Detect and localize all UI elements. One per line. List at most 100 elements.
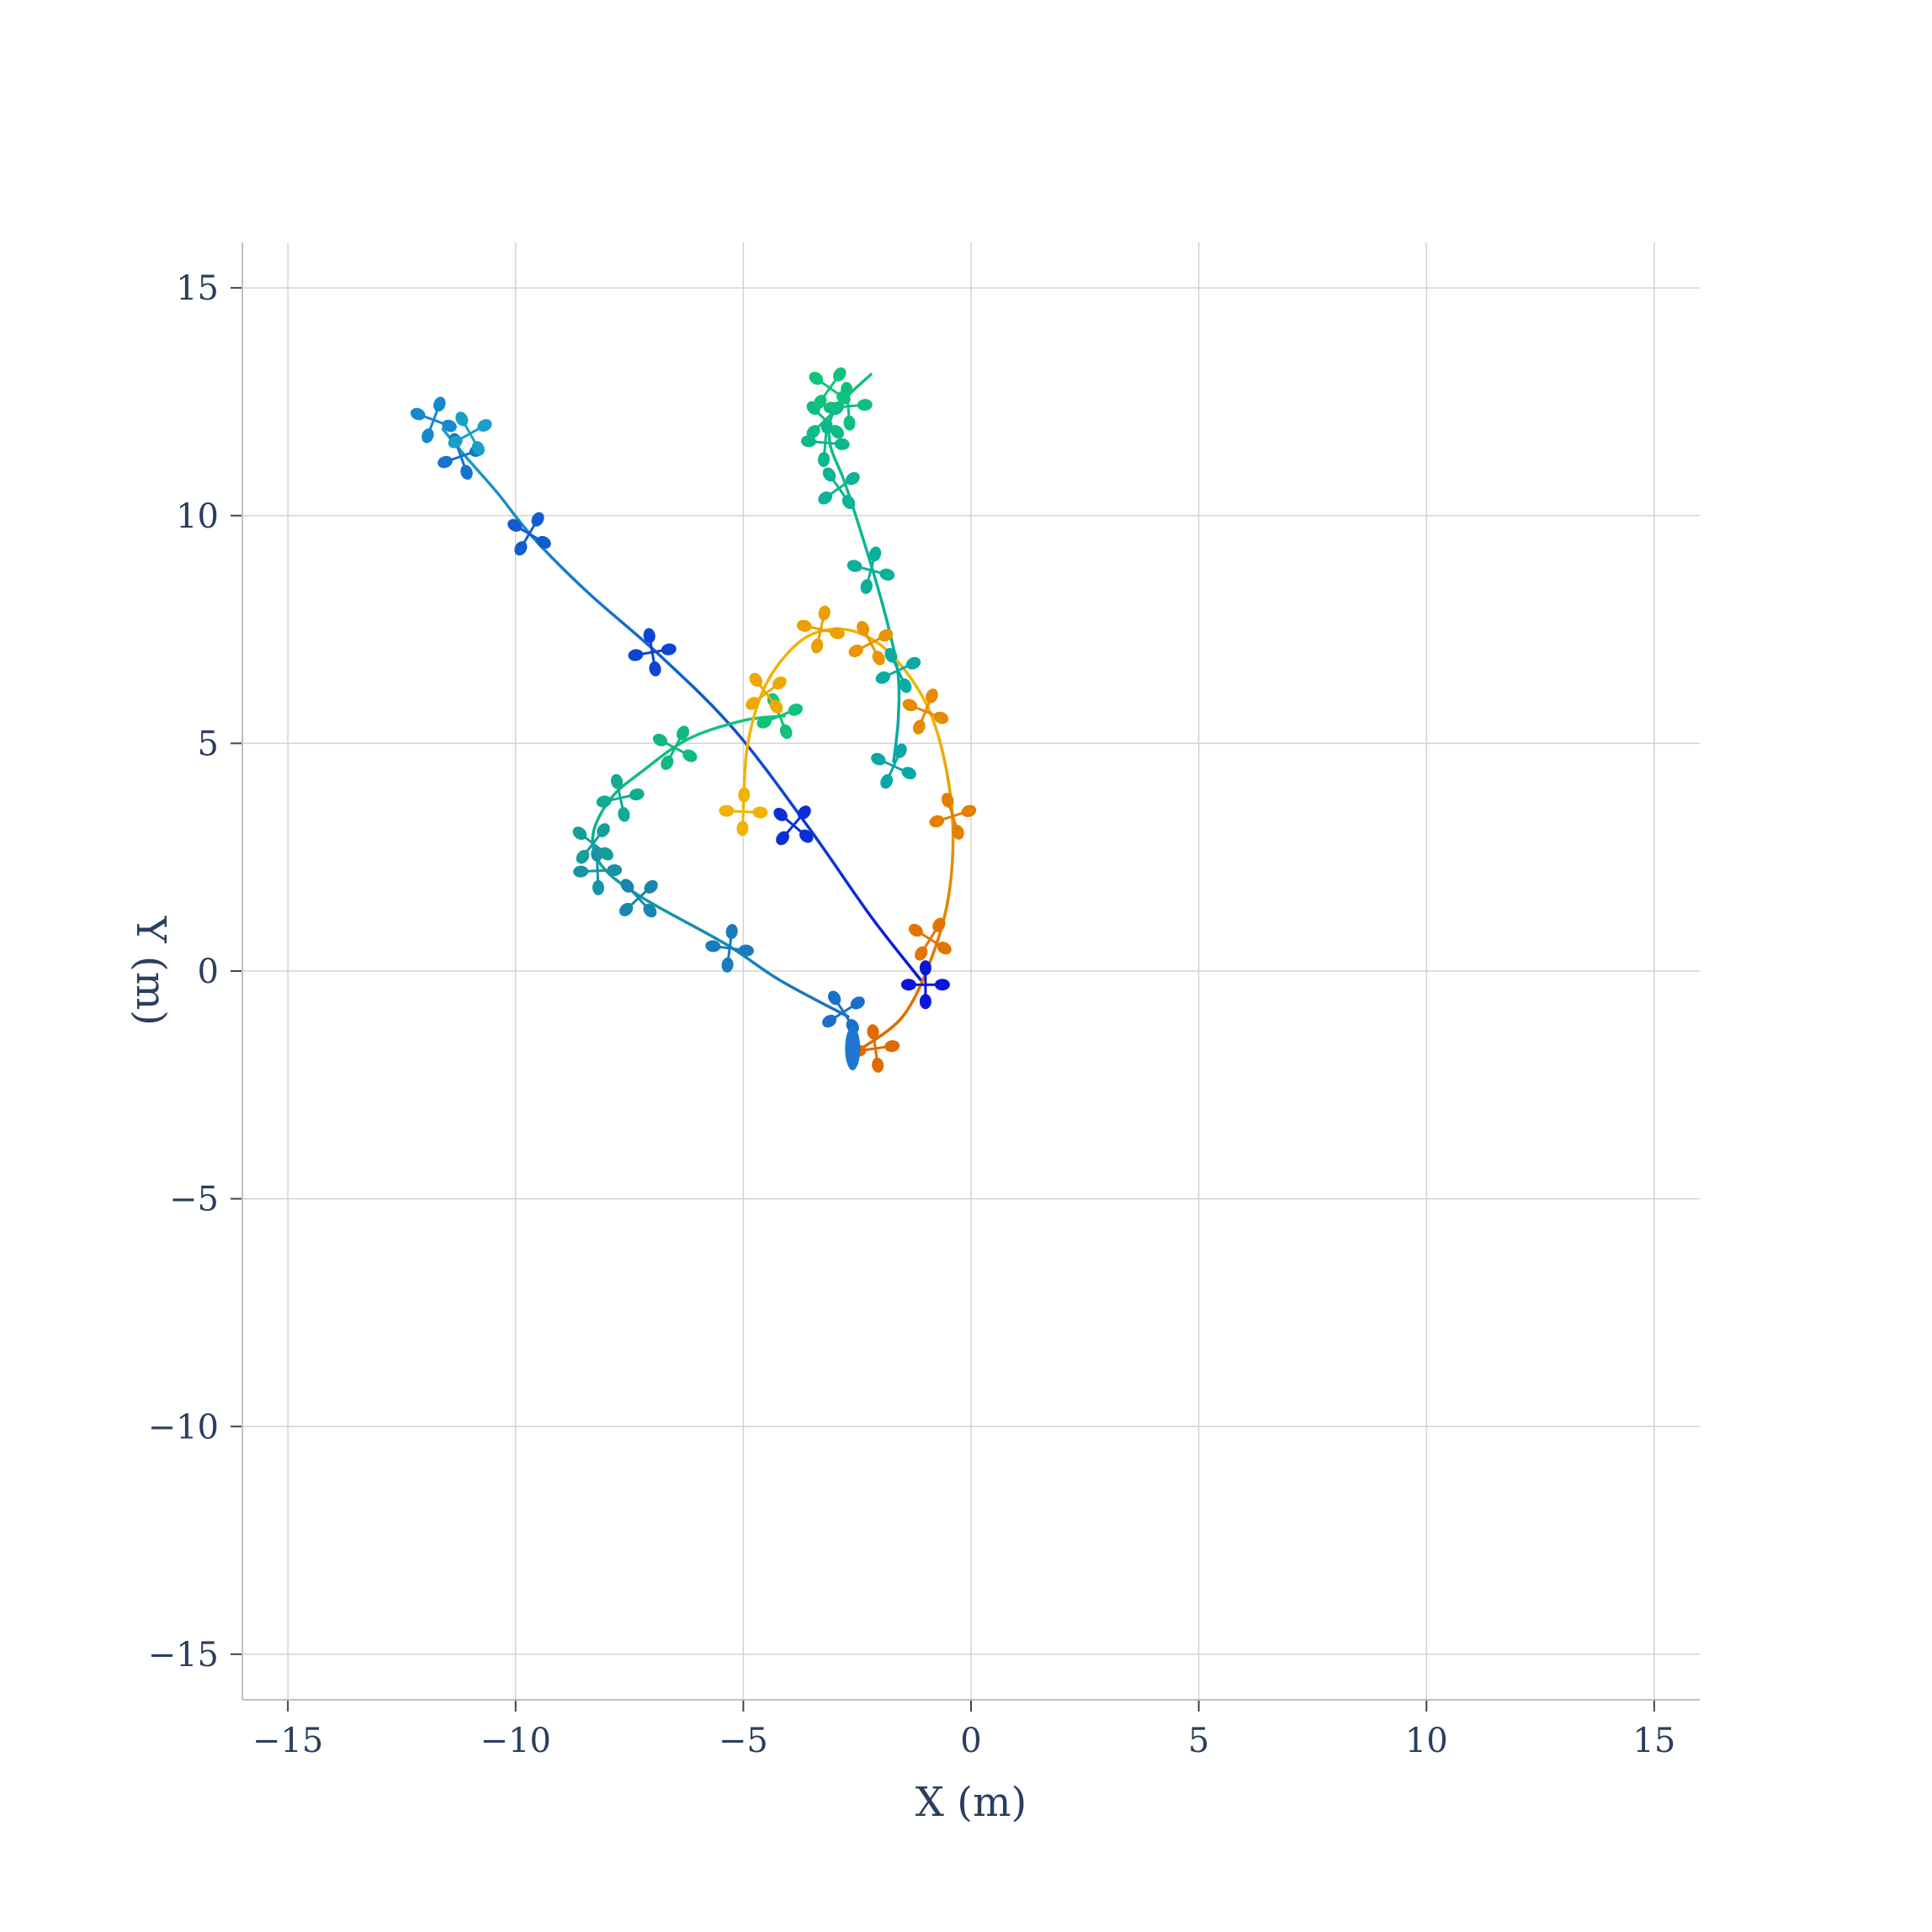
drone-rotor (460, 464, 473, 480)
drone-marker (596, 773, 645, 822)
x-tick-label: −15 (252, 1722, 323, 1760)
drone-marker (847, 546, 895, 594)
drone-rotor (644, 879, 658, 894)
drone-marker (796, 605, 845, 654)
drone-rotor (912, 719, 926, 735)
drone-marker (800, 418, 850, 468)
trajectory-line (441, 427, 923, 982)
drone-rotor (857, 620, 870, 636)
drone-marker (652, 725, 698, 771)
drone-rotor (576, 849, 590, 864)
drone-rotor (643, 628, 656, 644)
drone-rotor (941, 793, 954, 808)
drone-rotor (725, 924, 738, 940)
drone-rotor (937, 942, 952, 955)
drone-rotor (919, 960, 932, 976)
drone-rotor (438, 455, 453, 469)
drone-rotor (455, 411, 469, 427)
drone-rotor (871, 752, 886, 766)
drone-rotor (818, 605, 831, 621)
drone-rotor (618, 902, 634, 916)
drone-rotor (961, 804, 977, 818)
drone-rotor (797, 805, 811, 820)
drone-rotor (828, 990, 841, 1006)
drone-rotor (932, 917, 946, 932)
drone-rotor (799, 829, 814, 843)
drone-rotor (682, 749, 698, 762)
drone-rotor (769, 699, 783, 714)
drone-rotor (850, 996, 865, 1010)
drone-marker (719, 787, 768, 836)
drone-marker (507, 512, 551, 556)
drone-rotor (952, 825, 964, 840)
drone-rotor (749, 672, 763, 687)
drone-rotor (721, 957, 734, 973)
drone-rotor (868, 546, 882, 562)
drone-marker (773, 805, 814, 846)
drone-rotor (572, 826, 587, 841)
drone-rotor (810, 638, 824, 654)
trajectory-line (741, 627, 955, 1050)
x-tick-label: 5 (1188, 1722, 1209, 1760)
drone-rotor (705, 940, 721, 953)
drone-marker (809, 367, 851, 409)
drone-marker (875, 648, 921, 693)
drone-rotor (822, 467, 836, 482)
drone-rotor (884, 648, 898, 663)
drone-rotor (776, 831, 789, 846)
drone-rotor (649, 661, 661, 677)
drone-rotor (788, 703, 803, 716)
drone-marker (822, 990, 865, 1034)
drone-marker (818, 467, 860, 510)
drone-rotor (514, 541, 528, 556)
drone-rotor (875, 671, 890, 684)
y-tick-label: 5 (198, 724, 219, 763)
drone-rotor (884, 1040, 900, 1053)
drone-rotor (471, 441, 485, 456)
drone-rotor (809, 371, 824, 385)
start-marker (845, 1027, 861, 1071)
x-axis-title: X (m) (916, 1779, 1027, 1826)
drone-rotor (900, 979, 916, 991)
drone-rotor (422, 428, 434, 443)
drone-marker (908, 917, 952, 961)
drone-rotor (908, 923, 923, 937)
drone-rotor (901, 767, 916, 780)
drone-marker (900, 960, 950, 1010)
drone-rotor (738, 787, 751, 803)
drone-rotor (834, 438, 850, 450)
y-axis-title: Y (m) (127, 916, 174, 1026)
drone-marker (746, 672, 787, 714)
drone-markers (410, 367, 977, 1073)
drone-marker (823, 381, 873, 431)
drone-marker-group (410, 396, 950, 1010)
drone-marker (448, 411, 492, 456)
y-tick-label: −15 (148, 1636, 219, 1675)
drone-rotor (596, 795, 612, 808)
drone-rotor (756, 716, 772, 729)
drone-rotor (872, 1057, 884, 1073)
drone-rotor (629, 788, 645, 801)
drone-rotor (739, 944, 754, 957)
drone-marker-group (800, 367, 921, 789)
drone-rotor (531, 512, 544, 527)
drone-rotor (779, 724, 793, 740)
drone-rotor (661, 643, 677, 656)
y-tick-label: 0 (198, 953, 219, 991)
drone-rotor (507, 518, 523, 532)
drone-rotor (610, 773, 624, 789)
drone-rotor (926, 688, 938, 703)
x-tick-label: 10 (1405, 1722, 1448, 1760)
y-tick-label: −5 (169, 1181, 219, 1219)
drone-rotor (880, 773, 894, 789)
drone-rotor (643, 903, 657, 918)
drone-rotor (677, 725, 690, 740)
drone-rotor (934, 979, 950, 991)
drone-marker-group (719, 605, 977, 1073)
drone-marker (628, 628, 677, 677)
drone-marker (806, 401, 845, 439)
drone-rotor (846, 472, 860, 486)
drone-marker (618, 878, 658, 918)
drone-rotor (933, 711, 949, 724)
